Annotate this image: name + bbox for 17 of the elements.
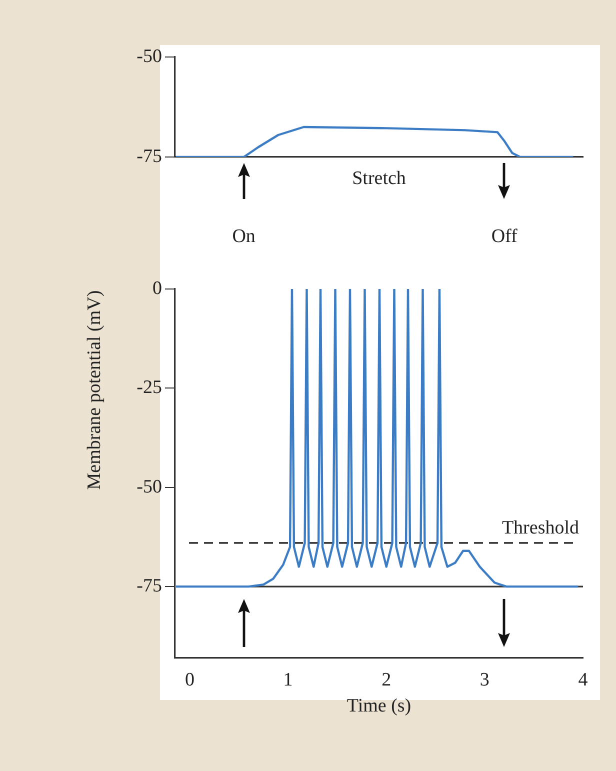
- y-tick-label: -50: [136, 476, 162, 498]
- y-tick-label: -75: [136, 576, 162, 597]
- ref-line-label: Threshold: [502, 517, 580, 538]
- x-tick-label: 4: [578, 669, 588, 690]
- y-tick-label: -50: [136, 46, 162, 67]
- y-tick-label: 0: [152, 278, 162, 299]
- y-axis-title: Membrane potential (mV): [84, 290, 106, 490]
- x-tick-label: 3: [480, 669, 490, 690]
- text: Off: [491, 226, 518, 247]
- x-tick-label: 1: [283, 669, 293, 690]
- x-tick-label: 0: [184, 669, 194, 690]
- y-tick-label: -25: [136, 377, 162, 398]
- x-axis-title: Time (s): [346, 696, 412, 717]
- x-tick-label: 2: [382, 669, 392, 690]
- text: Stretch: [352, 168, 406, 189]
- text: On: [232, 226, 256, 247]
- y-tick-label: -75: [136, 146, 162, 167]
